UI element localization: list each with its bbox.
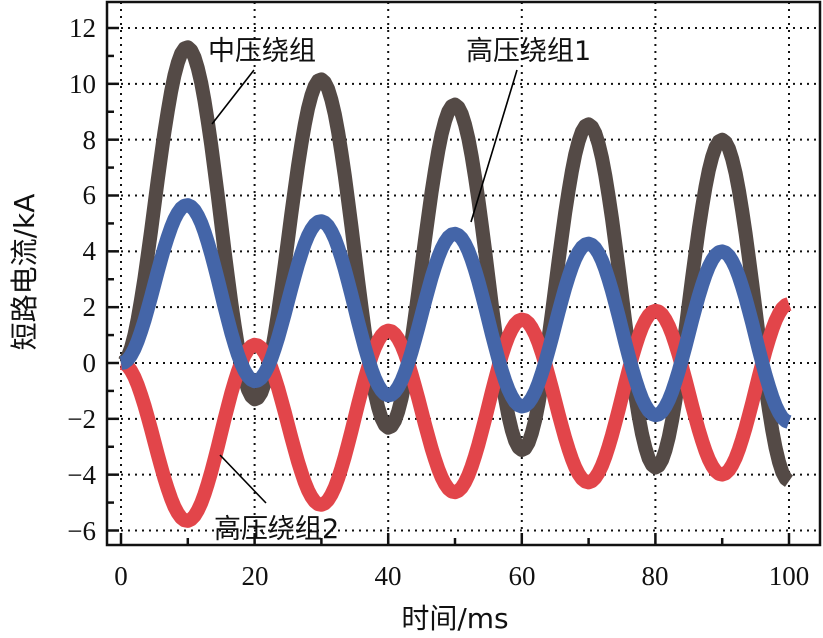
y-tick-label: 12 [69,13,96,43]
data-series [117,40,794,528]
y-tick-label: 0 [83,348,97,378]
annotation-hv-winding-2: 高压绕组2 [214,514,339,545]
leader-line-mid [211,69,255,125]
x-tick-labels: 0 20 40 60 80 100 [114,561,809,591]
y-tick-label: 10 [69,69,96,99]
x-axis-title: 时间/ms [401,602,508,635]
leader-line-hv2 [219,454,267,504]
y-tick-label: 2 [83,292,97,322]
y-axis-title: 短路电流/kA [8,194,41,351]
y-tick-label: 6 [83,180,97,210]
annotation-mid-voltage-winding: 中压绕组 [208,36,316,67]
x-tick-label: 100 [769,561,810,591]
y-tick-label: −4 [67,460,96,490]
plot-border [105,0,822,547]
leader-line-hv1 [470,69,518,223]
y-tick-labels: −6 −4 −2 0 2 4 6 8 10 12 [67,13,96,546]
series-line [117,198,793,429]
axes-frame [105,0,822,547]
x-tick-label: 20 [242,561,269,591]
y-tick-label: 4 [83,236,97,266]
annotation-hv-winding-1: 高压绕组1 [466,36,591,67]
y-tick-label: −6 [67,516,96,546]
x-tick-label: 60 [509,561,536,591]
y-tick-label: −2 [67,404,96,434]
x-tick-label: 80 [642,561,669,591]
x-tick-label: 40 [375,561,402,591]
x-tick-label: 0 [114,561,128,591]
y-tick-label: 8 [83,125,97,155]
